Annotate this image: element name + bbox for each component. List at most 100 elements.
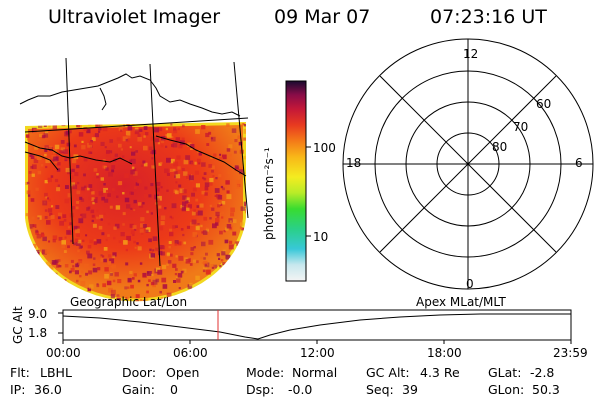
uv-speckle (140, 223, 145, 228)
uv-speckle (36, 233, 42, 239)
mlat-label-60: 60 (536, 97, 552, 111)
uv-speckle (74, 270, 79, 275)
uv-speckle (110, 265, 113, 268)
uv-speckle (103, 187, 108, 193)
uv-speckle (53, 286, 59, 291)
uv-speckle (238, 141, 243, 146)
uv-speckle (73, 242, 76, 246)
uv-speckle (87, 287, 92, 292)
uv-speckle (51, 158, 55, 161)
uv-speckle (116, 137, 121, 142)
uv-speckle (167, 260, 172, 264)
uv-speckle (75, 206, 79, 210)
uv-speckle (64, 198, 70, 204)
uv-speckle (213, 264, 217, 269)
uv-speckle (199, 306, 203, 310)
uv-speckle (201, 162, 206, 167)
uv-speckle (209, 178, 214, 183)
uv-speckle (192, 232, 198, 237)
uv-speckle (225, 180, 230, 185)
info-gcalt-key: GC Alt: (366, 365, 410, 380)
uv-speckle (118, 126, 123, 131)
uv-speckle (160, 139, 165, 143)
uv-speckle (204, 192, 208, 196)
uv-speckle (45, 298, 51, 302)
polar-diagonal-2 (379, 75, 557, 253)
uv-speckle (204, 182, 210, 187)
uv-speckle (155, 278, 160, 283)
uv-speckle (146, 290, 149, 294)
uv-speckle (140, 217, 145, 222)
uv-speckle (219, 153, 222, 156)
uv-speckle (200, 256, 204, 260)
uv-speckle (178, 184, 182, 188)
uv-speckle (141, 232, 144, 235)
uv-speckle (218, 257, 221, 260)
uv-speckle (59, 265, 62, 268)
uv-speckle (109, 205, 113, 209)
uv-speckle (98, 225, 103, 230)
uv-speckle (47, 270, 52, 275)
uv-speckle (224, 239, 229, 244)
uv-speckle (122, 223, 125, 226)
uv-speckle (230, 207, 235, 213)
uv-speckle (225, 227, 229, 231)
uv-speckle (101, 196, 105, 201)
uv-speckle (129, 270, 133, 275)
uv-speckle (100, 254, 103, 257)
uv-speckle (103, 258, 107, 263)
uv-speckle (168, 246, 171, 249)
uv-speckle (48, 145, 53, 150)
timeline-right-label: Apex MLat/MLT (416, 295, 506, 309)
uv-speckle (190, 252, 194, 256)
uv-speckle (210, 156, 213, 159)
uv-speckle (78, 260, 83, 265)
uv-speckle (96, 239, 102, 244)
uv-speckle (194, 170, 200, 175)
uv-speckle (59, 288, 65, 294)
uv-speckle (202, 230, 208, 235)
uv-speckle (139, 262, 143, 265)
uv-speckle (215, 211, 220, 217)
uv-speckle (44, 249, 50, 254)
uv-speckle (52, 124, 57, 130)
uv-speckle (168, 241, 172, 244)
uv-speckle (182, 201, 187, 206)
uv-speckle (213, 153, 217, 157)
uv-speckle (196, 205, 200, 208)
uv-speckle (240, 222, 244, 226)
uv-speckle (169, 253, 173, 257)
uv-speckle (205, 252, 208, 256)
uv-speckle (96, 283, 99, 286)
uv-speckle (175, 173, 181, 179)
uv-speckle (116, 298, 122, 302)
uv-speckle (32, 224, 37, 228)
uv-speckle (157, 216, 161, 219)
uv-speckle (201, 241, 206, 247)
uv-speckle (150, 183, 154, 187)
uv-speckle (193, 209, 196, 212)
uv-speckle (229, 227, 232, 230)
uv-speckle (177, 273, 183, 278)
uv-speckle (201, 125, 206, 130)
uv-speckle (182, 195, 187, 200)
uv-speckle (239, 273, 245, 279)
uv-speckle (46, 220, 51, 225)
uv-speckle (37, 248, 40, 251)
uv-speckle (28, 264, 32, 268)
uv-speckle (122, 192, 125, 195)
uv-speckle (159, 226, 164, 231)
uv-speckle (106, 280, 112, 286)
uv-speckle (79, 275, 82, 278)
uv-speckle (107, 193, 111, 197)
uv-speckle (215, 275, 219, 278)
uv-speckle (64, 236, 67, 239)
colorbar-unit-label: photon cm⁻²s⁻¹ (262, 147, 276, 240)
uv-speckle (212, 223, 217, 229)
uv-speckle (174, 273, 177, 276)
uv-speckle (173, 280, 176, 283)
timeline-ytick-label-high: 9.0 (28, 307, 48, 321)
uv-speckle (172, 142, 178, 148)
uv-speckle (229, 153, 232, 157)
uv-speckle (76, 225, 80, 229)
